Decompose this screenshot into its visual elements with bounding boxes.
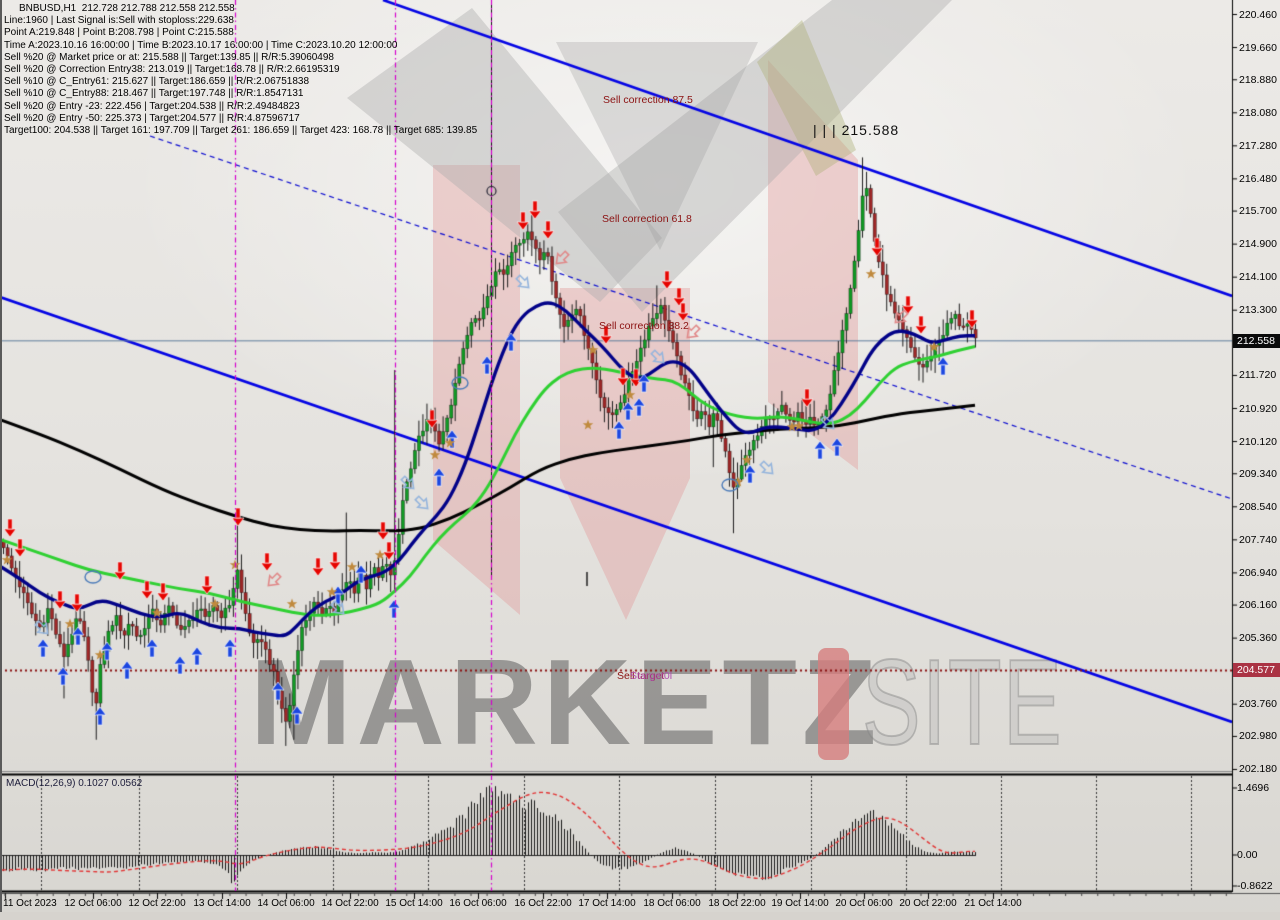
sell-target-label: Sell target	[617, 670, 665, 682]
price-axis-label: 203.760	[1239, 698, 1277, 711]
point-c-label: | | | 215.588	[813, 122, 900, 138]
price-axis-label: 218.880	[1239, 73, 1277, 86]
time-axis-label: 16 Oct 06:00	[449, 898, 507, 909]
price-axis-label: 214.900	[1239, 238, 1277, 251]
price-axis-label: 209.340	[1239, 467, 1277, 480]
time-axis-label: 21 Oct 14:00	[964, 898, 1022, 909]
price-axis-label: 213.300	[1239, 304, 1277, 317]
time-axis-label: 15 Oct 14:00	[385, 898, 443, 909]
macd-value-main: 0.1027	[78, 778, 109, 789]
window-left-border	[0, 0, 2, 920]
price-axis-label: 216.480	[1239, 172, 1277, 185]
price-axis-label: 208.540	[1239, 500, 1277, 513]
time-axis-label: 11 Oct 2023	[3, 898, 57, 909]
info-line: Point A:219.848 | Point B:208.798 | Poin…	[4, 27, 234, 39]
price-axis-label: 205.360	[1239, 632, 1277, 645]
sell-correction-label: Sell correction 87.5	[603, 94, 693, 106]
price-axis-label: 206.940	[1239, 566, 1277, 579]
info-line: Sell %10 @ C_Entry61: 215.627 || Target:…	[4, 76, 309, 88]
info-line: Sell %10 @ C_Entry88: 218.467 || Target:…	[4, 88, 304, 100]
info-line: Sell %20 @ Entry -50: 225.373 | Target:2…	[4, 112, 300, 124]
price-axis-label: 206.160	[1239, 599, 1277, 612]
time-axis-label: 20 Oct 22:00	[899, 898, 957, 909]
price-axis-label: 214.100	[1239, 271, 1277, 284]
sell-correction-label: Sell correction 61.8	[602, 213, 692, 225]
macd-value-signal: 0.0562	[111, 778, 143, 789]
time-axis-label: 14 Oct 22:00	[321, 898, 379, 909]
info-line: Sell %20 @ Correction Entry38: 213.019 |…	[4, 64, 340, 76]
info-line: Sell %20 @ Entry -23: 222.456 | Target:2…	[4, 100, 300, 112]
macd-axis-label: 1.4696	[1237, 781, 1270, 794]
macd-indicator-label: MACD(12,26,9) 0.1027 0.0562	[6, 778, 142, 789]
info-line: BNBUSD,H1 212.728 212.788 212.558 212.55…	[19, 3, 235, 14]
time-axis-label: 13 Oct 14:00	[193, 898, 251, 909]
price-axis-label: 210.920	[1239, 402, 1277, 415]
time-axis-label: 18 Oct 06:00	[643, 898, 701, 909]
info-line: Line:1960 | Last Signal is:Sell with sto…	[4, 15, 234, 27]
price-axis-label: 202.980	[1239, 730, 1277, 743]
time-axis-label: 12 Oct 22:00	[128, 898, 186, 909]
price-axis-label: 217.280	[1239, 139, 1277, 152]
time-axis-label: 20 Oct 06:00	[835, 898, 893, 909]
price-axis-label: 210.120	[1239, 435, 1277, 448]
info-line: Sell %20 @ Market price or at: 215.588 |…	[4, 51, 334, 63]
macd-name: MACD(12,26,9)	[6, 778, 76, 789]
current-price-badge: 212.558	[1233, 333, 1280, 348]
price-axis-label: 202.180	[1239, 763, 1277, 776]
info-line: Target100: 204.538 || Target 161: 197.70…	[4, 125, 478, 137]
info-line: Time A:2023.10.16 16:00:00 | Time B:2023…	[4, 39, 398, 51]
price-axis-label: 220.460	[1239, 8, 1277, 21]
price-axis-label: 218.080	[1239, 106, 1277, 119]
time-axis-label: 14 Oct 06:00	[257, 898, 315, 909]
sell-target-label: Starget0l	[630, 670, 673, 682]
time-axis-label: 16 Oct 22:00	[514, 898, 572, 909]
macd-axis-label: 0.00	[1237, 849, 1258, 861]
time-axis-label: 18 Oct 22:00	[708, 898, 766, 909]
signal-info-panel: BNBUSD,H1 212.728 212.788 212.558 212.55…	[4, 3, 477, 137]
price-axis-label: 219.660	[1239, 41, 1277, 54]
sell-correction-label: Sell correction 38.2	[599, 320, 689, 332]
price-axis-label: 211.720	[1239, 369, 1277, 382]
time-axis-label: 17 Oct 14:00	[578, 898, 636, 909]
time-axis-label: 19 Oct 14:00	[771, 898, 829, 909]
price-axis-label: 207.740	[1239, 533, 1277, 546]
bottom-strip	[0, 912, 1280, 920]
time-axis-label: 12 Oct 06:00	[64, 898, 122, 909]
macd-axis-label: -0.8622	[1237, 880, 1273, 892]
sell-target-badge: 204.577	[1233, 663, 1280, 678]
price-axis-label: 215.700	[1239, 205, 1277, 218]
